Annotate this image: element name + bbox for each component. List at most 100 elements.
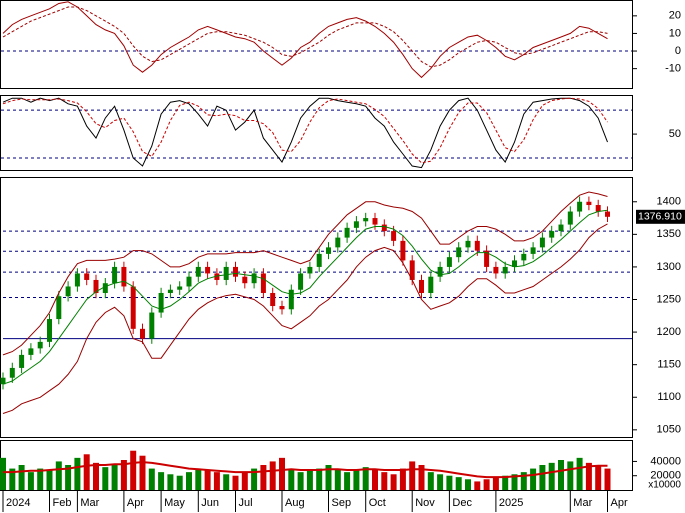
candle-body (186, 276, 192, 287)
volume-bar (576, 457, 583, 490)
y-tick-label: 20 (669, 10, 681, 22)
candle-body (409, 260, 415, 280)
y-tick-label: -10 (665, 63, 681, 75)
volume-bar (55, 461, 62, 490)
volume-bar (520, 472, 527, 490)
x-tick-label: Feb (53, 497, 72, 509)
volume-bar (372, 468, 378, 490)
volume-bar (334, 468, 341, 490)
volume-bar (465, 479, 471, 490)
panel-frame (0, 0, 633, 89)
candle-body (74, 273, 80, 287)
volume-bar (474, 481, 481, 490)
volume-bar (0, 457, 6, 490)
volume-bar (316, 468, 323, 490)
candle-body (400, 240, 406, 261)
volume-bar (437, 474, 444, 490)
candle-body (484, 250, 490, 267)
x-tick-label: Mar (573, 497, 592, 509)
candle-body (474, 240, 480, 251)
x-tick-label: Sep (332, 497, 352, 509)
volume-bar (306, 470, 313, 490)
candle-body (381, 224, 387, 232)
series-line (2, 191, 608, 356)
volume-bar (427, 472, 434, 490)
candle-body (121, 266, 127, 287)
candle-body (242, 276, 248, 284)
volume-bar (111, 465, 118, 490)
candle-body (298, 273, 304, 290)
candle-body (270, 292, 276, 307)
volume-bar (167, 474, 174, 490)
candle-body (84, 273, 90, 280)
candle-body (586, 201, 592, 206)
volume-bar (483, 479, 490, 490)
candle-body (19, 354, 25, 368)
candle-body (539, 237, 545, 248)
x-tick-label: Jul (239, 497, 253, 509)
candle-body (205, 266, 211, 274)
y-tick-label: 1150 (657, 359, 681, 371)
candle-body (251, 273, 257, 284)
volume-bar (83, 454, 90, 490)
x-tick-label: 2025 (499, 497, 523, 509)
y-tick-label: 1050 (657, 424, 681, 436)
volume-bar (418, 465, 425, 490)
candle-body (493, 266, 499, 274)
y-tick-label: 1100 (657, 391, 681, 403)
candle-body (344, 227, 350, 238)
series-line (2, 97, 608, 164)
volume-bar (93, 462, 99, 490)
volume-bar (492, 477, 499, 490)
volume-bar (446, 475, 453, 490)
y-tick-label: 20000 (650, 470, 681, 482)
y-tick-label: 50 (669, 128, 681, 140)
y-tick-label: 1200 (657, 326, 681, 338)
series-line (2, 223, 608, 414)
candle-body (130, 286, 136, 329)
y-tick-label: 10 (669, 27, 681, 39)
candle-body (363, 218, 369, 222)
candle-body (167, 289, 173, 293)
volume-bar (353, 470, 360, 490)
series-line (2, 209, 608, 385)
volume-bar (130, 450, 137, 490)
x-tick-label: Aug (285, 497, 305, 509)
volume-bar (288, 468, 295, 490)
volume-bar (232, 475, 239, 490)
candle-body (428, 276, 434, 293)
last-price-label: 1376.910 (638, 211, 682, 223)
candle-body (437, 266, 443, 277)
volume-bar (502, 475, 509, 490)
volume-bar (381, 472, 388, 490)
x-tick-label: 2024 (6, 497, 30, 509)
candle-body (353, 221, 359, 228)
series-line (3, 461, 608, 479)
candle-body (112, 266, 118, 284)
candle-body (233, 266, 238, 277)
candle-body (279, 306, 285, 310)
candle-body (260, 273, 266, 293)
volume-bar (213, 472, 220, 490)
volume-bar (567, 461, 574, 490)
candle-body (391, 231, 397, 241)
volume-bar (46, 470, 53, 490)
candle-body (335, 237, 341, 248)
candle-body (326, 247, 331, 254)
candle-body (140, 328, 145, 339)
volume-bar (139, 455, 146, 490)
candle-body (0, 377, 6, 385)
candle-body (223, 266, 229, 280)
candle-body (456, 247, 462, 258)
x-tick-label: Apr (127, 497, 144, 509)
volume-bar (120, 460, 127, 490)
candle-body (605, 211, 610, 217)
volume-bar (186, 472, 192, 490)
candle-body (9, 367, 15, 378)
candle-body (65, 286, 71, 297)
volume-bar (511, 474, 518, 490)
y-tick-label: 1250 (657, 293, 681, 305)
series-line (2, 1, 608, 79)
